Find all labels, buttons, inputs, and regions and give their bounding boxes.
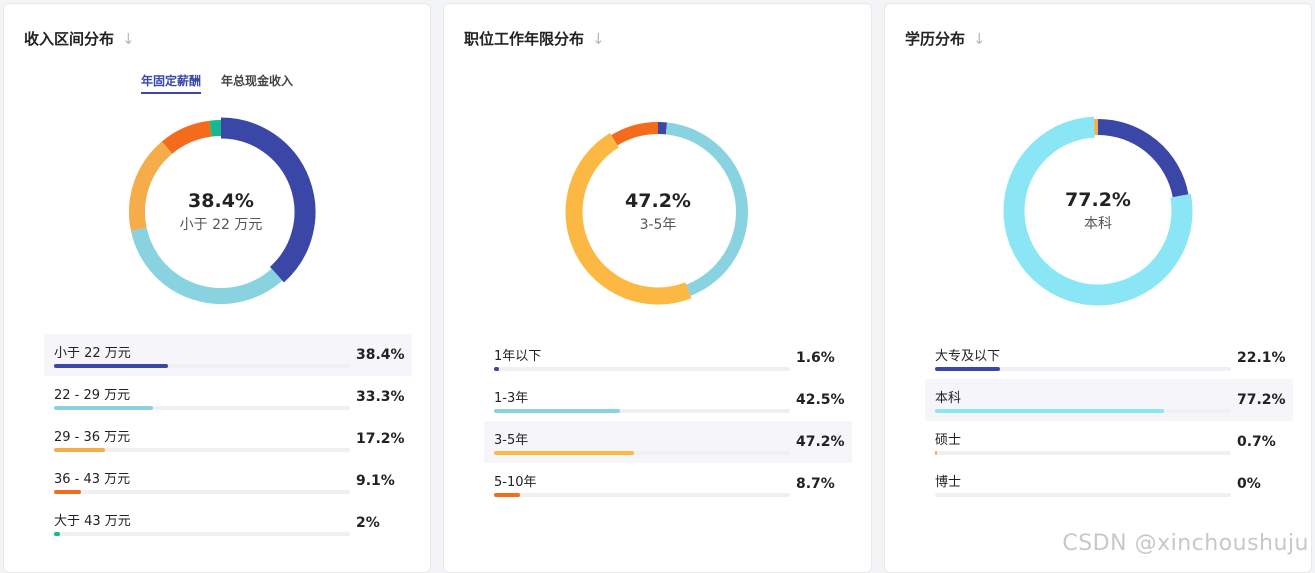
card-title: 收入区间分布 ↓ <box>24 28 135 49</box>
list-item-label: 博士 <box>935 471 961 490</box>
progress-fill <box>494 367 499 371</box>
arrow-down-icon[interactable]: ↓ <box>592 30 605 48</box>
income-range-card: 收入区间分布 ↓ 年固定薪酬 年总现金收入 38.4% 小于 22 万元 小于 … <box>3 3 431 573</box>
list-item[interactable]: 29 - 36 万元 17.2% <box>44 418 412 460</box>
progress-track <box>54 490 350 494</box>
card-title-text: 职位工作年限分布 <box>464 28 584 49</box>
progress-track <box>494 367 790 371</box>
progress-fill <box>54 406 153 410</box>
list-item-label: 本科 <box>935 387 961 406</box>
education-donut-chart: 77.2% 本科 <box>998 111 1198 311</box>
list-item[interactable]: 本科 77.2% <box>925 379 1293 421</box>
card-title: 职位工作年限分布 ↓ <box>464 28 605 49</box>
list-item-percent: 77.2% <box>1237 392 1286 408</box>
progress-track <box>494 451 790 455</box>
list-item[interactable]: 大于 43 万元 2% <box>44 502 412 544</box>
list-item-percent: 8.7% <box>796 476 835 492</box>
list-item[interactable]: 22 - 29 万元 33.3% <box>44 376 412 418</box>
progress-track <box>494 493 790 497</box>
list-item-percent: 33.3% <box>356 389 405 405</box>
income-type-tabs: 年固定薪酬 年总现金收入 <box>4 72 430 94</box>
list-item[interactable]: 硕士 0.7% <box>925 421 1293 463</box>
progress-fill <box>935 409 1164 413</box>
list-item-percent: 0% <box>1237 476 1261 492</box>
progress-fill <box>54 532 60 536</box>
list-item[interactable]: 1年以下 1.6% <box>484 337 852 379</box>
education-legend-list: 大专及以下 22.1% 本科 77.2% 硕士 0.7% 博士 0% <box>925 337 1293 505</box>
card-title-text: 学历分布 <box>905 28 965 49</box>
list-item-percent: 38.4% <box>356 347 405 363</box>
income-donut-chart: 38.4% 小于 22 万元 <box>121 112 321 312</box>
progress-track <box>54 406 350 410</box>
list-item[interactable]: 博士 0% <box>925 463 1293 505</box>
list-item-percent: 42.5% <box>796 392 845 408</box>
work-years-legend-list: 1年以下 1.6% 1-3年 42.5% 3-5年 47.2% 5-10年 8.7% <box>484 337 852 505</box>
list-item[interactable]: 小于 22 万元 38.4% <box>44 334 412 376</box>
list-item[interactable]: 3-5年 47.2% <box>484 421 852 463</box>
list-item-label: 1年以下 <box>494 345 541 364</box>
list-item-label: 22 - 29 万元 <box>54 384 130 403</box>
list-item-percent: 0.7% <box>1237 434 1276 450</box>
list-item-percent: 2% <box>356 515 380 531</box>
list-item-label: 36 - 43 万元 <box>54 468 130 487</box>
work-years-donut-chart: 47.2% 3-5年 <box>558 112 758 312</box>
list-item-label: 5-10年 <box>494 471 537 490</box>
list-item-label: 1-3年 <box>494 387 528 406</box>
list-item-label: 硕士 <box>935 429 961 448</box>
arrow-down-icon[interactable]: ↓ <box>122 30 135 48</box>
list-item[interactable]: 36 - 43 万元 9.1% <box>44 460 412 502</box>
list-item-percent: 9.1% <box>356 473 395 489</box>
progress-track <box>494 409 790 413</box>
list-item-label: 29 - 36 万元 <box>54 426 130 445</box>
progress-track <box>935 451 1231 455</box>
list-item[interactable]: 大专及以下 22.1% <box>925 337 1293 379</box>
arrow-down-icon[interactable]: ↓ <box>973 30 986 48</box>
list-item[interactable]: 5-10年 8.7% <box>484 463 852 505</box>
center-label: 3-5年 <box>640 214 677 234</box>
list-item-label: 大于 43 万元 <box>54 510 131 529</box>
list-item-percent: 22.1% <box>1237 350 1286 366</box>
income-legend-list: 小于 22 万元 38.4% 22 - 29 万元 33.3% 29 - 36 万元 17… <box>44 334 412 544</box>
progress-fill <box>935 451 937 455</box>
progress-fill <box>54 490 81 494</box>
list-item-percent: 1.6% <box>796 350 835 366</box>
progress-fill <box>54 364 168 368</box>
progress-track <box>54 448 350 452</box>
center-value: 47.2% <box>625 190 691 212</box>
card-title: 学历分布 ↓ <box>905 28 986 49</box>
tab-fixed-salary[interactable]: 年固定薪酬 <box>141 72 201 94</box>
progress-fill <box>54 448 105 452</box>
list-item[interactable]: 1-3年 42.5% <box>484 379 852 421</box>
center-value: 77.2% <box>1065 189 1131 211</box>
list-item-percent: 47.2% <box>796 434 845 450</box>
progress-fill <box>494 493 520 497</box>
progress-track <box>54 532 350 536</box>
center-label: 本科 <box>1084 213 1112 233</box>
list-item-label: 3-5年 <box>494 429 528 448</box>
card-title-text: 收入区间分布 <box>24 28 114 49</box>
watermark: CSDN @xinchoushuju <box>1062 531 1309 556</box>
work-years-card: 职位工作年限分布 ↓ 47.2% 3-5年 1年以下 1.6% 1-3年 42.5% 3… <box>443 3 872 573</box>
progress-fill <box>935 367 1000 371</box>
tab-total-cash[interactable]: 年总现金收入 <box>221 72 293 94</box>
list-item-label: 小于 22 万元 <box>54 342 131 361</box>
list-item-label: 大专及以下 <box>935 345 1000 364</box>
progress-track <box>54 364 350 368</box>
progress-fill <box>494 451 634 455</box>
progress-track <box>935 409 1231 413</box>
center-value: 38.4% <box>188 190 254 212</box>
progress-fill <box>494 409 620 413</box>
list-item-percent: 17.2% <box>356 431 405 447</box>
progress-track <box>935 367 1231 371</box>
progress-track <box>935 493 1231 497</box>
center-label: 小于 22 万元 <box>180 214 263 234</box>
